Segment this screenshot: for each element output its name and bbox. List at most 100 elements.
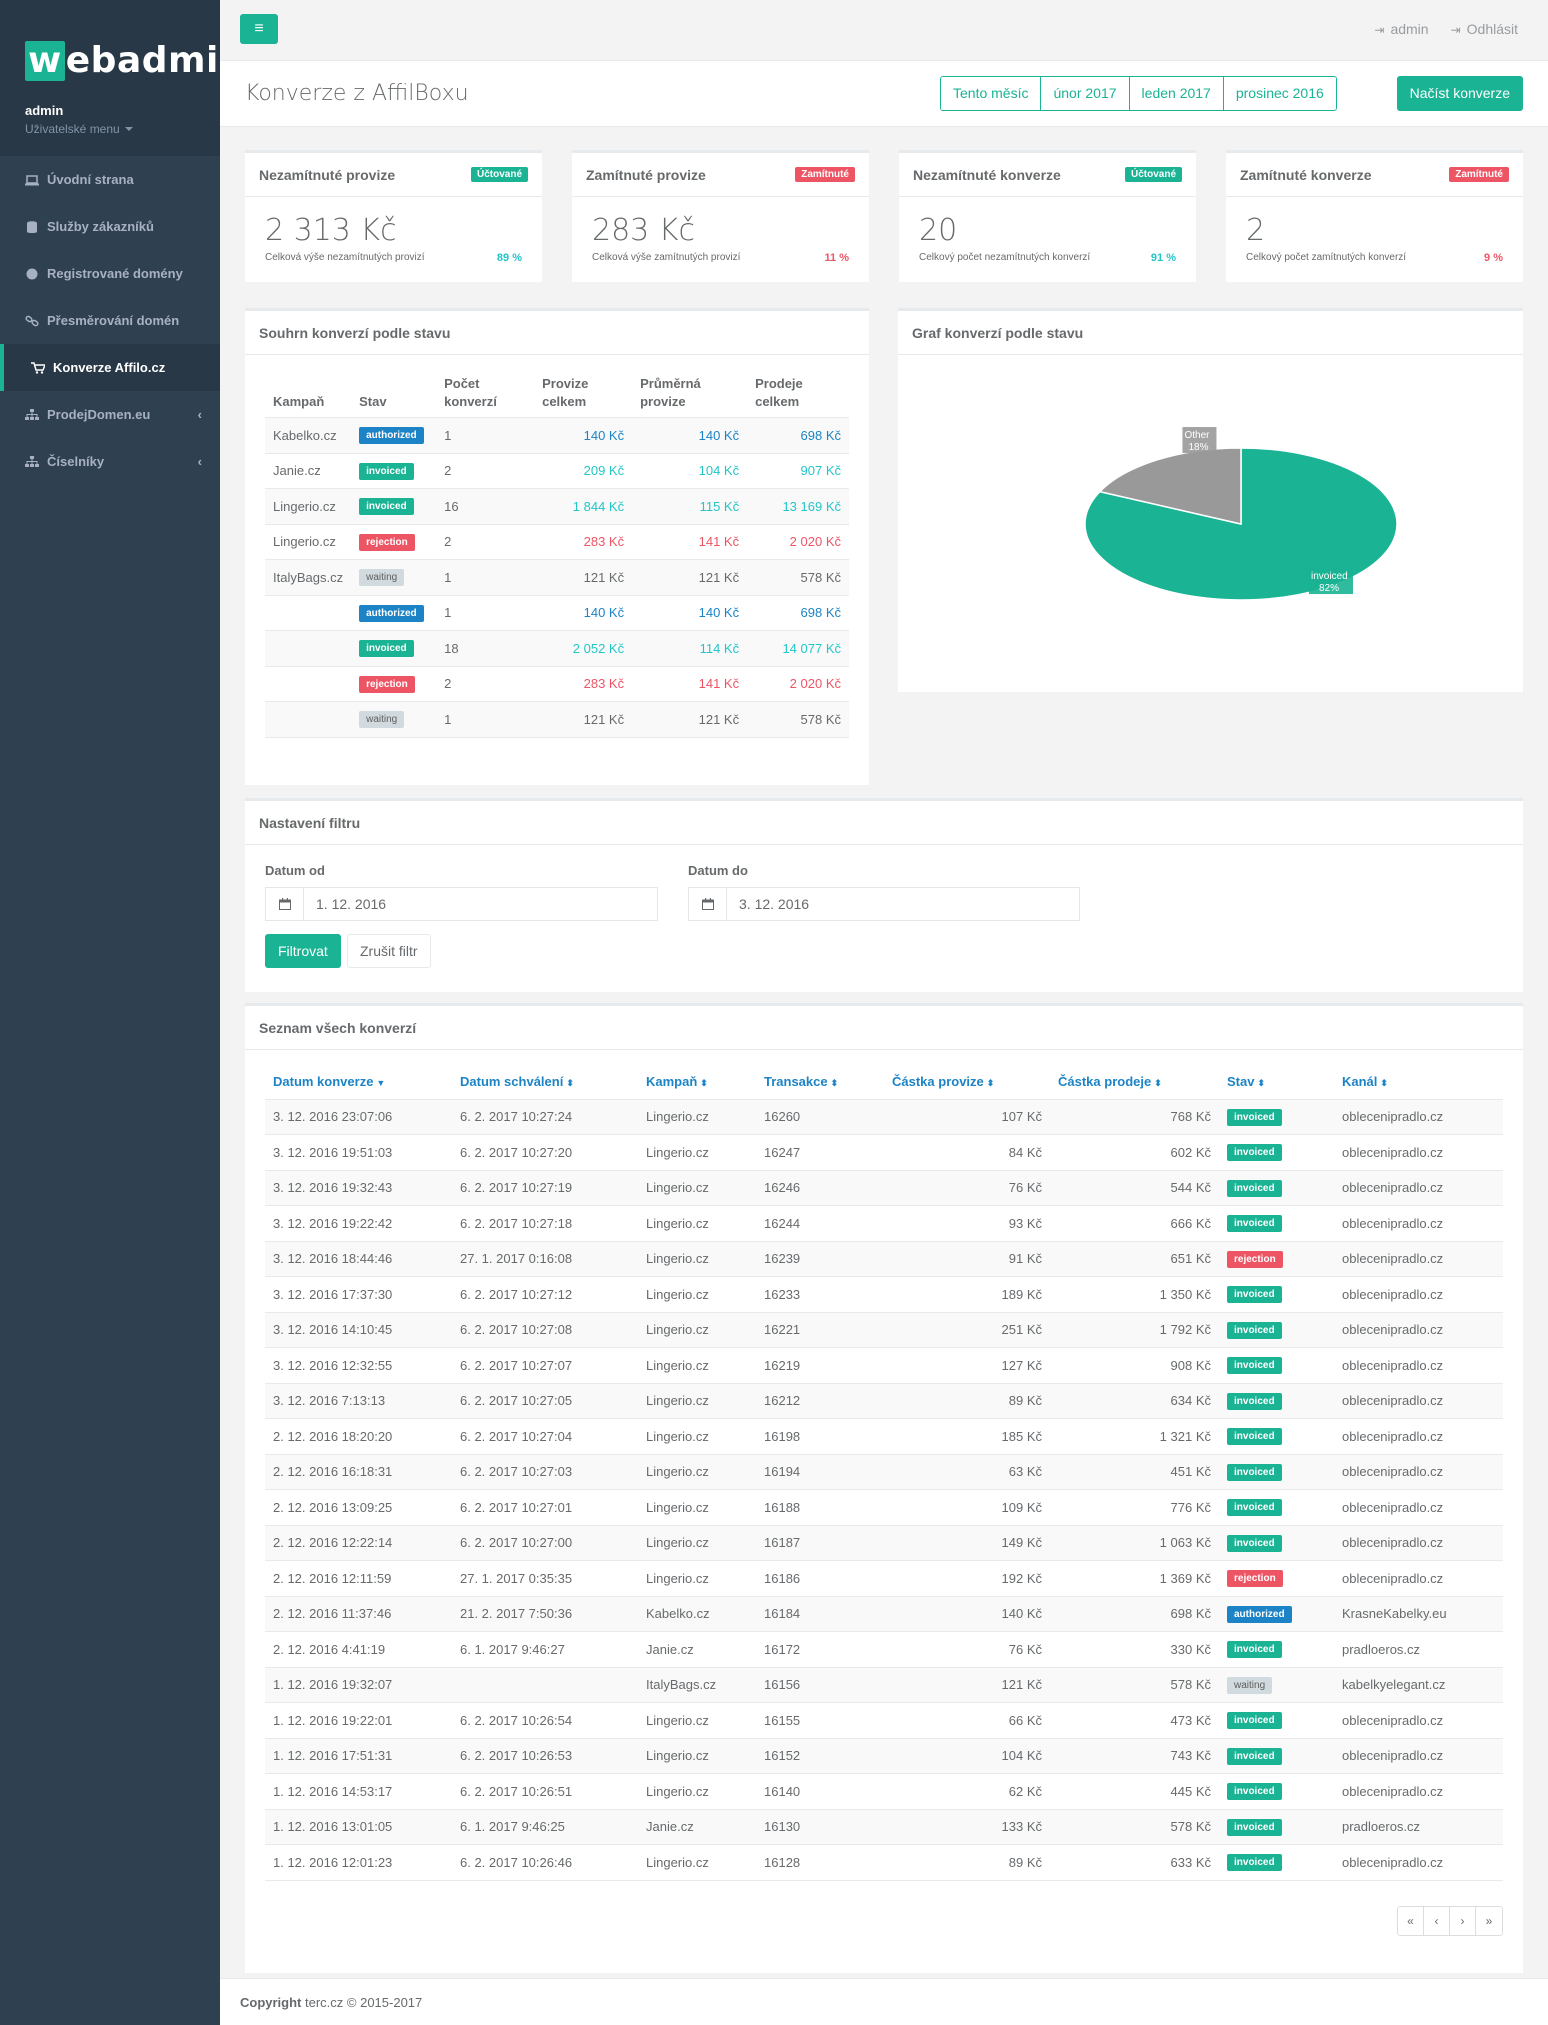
period-dec-2016-button[interactable]: prosinec 2016 (1223, 77, 1336, 110)
topbar: ≡ ⇥ admin ⇥ Odhlásit (220, 0, 1548, 61)
status-badge: invoiced (1227, 1428, 1282, 1446)
cell-sale: 634 Kč (1050, 1383, 1219, 1419)
sort-kanal[interactable]: Kanál ⬍ (1334, 1064, 1503, 1100)
cell-status: invoiced (1219, 1702, 1334, 1739)
sort-stav[interactable]: Stav ⬍ (1219, 1064, 1334, 1100)
pagination: « ‹ › » (1397, 1906, 1503, 1936)
cell-approval-date: 6. 2. 2017 10:26:46 (452, 1844, 638, 1881)
cell-count: 16 (436, 488, 535, 525)
cell-sale: 578 Kč (1050, 1809, 1219, 1845)
period-feb-2017-button[interactable]: únor 2017 (1041, 77, 1130, 110)
cell-campaign: Lingerio.cz (638, 1773, 756, 1810)
widget-footer: Celková výše zamítnutých provizí 11 % (572, 248, 869, 264)
status-badge: invoiced (1227, 1215, 1282, 1233)
sidebar-item-label: Konverze Affilo.cz (53, 360, 166, 375)
status-badge: invoiced (1227, 1783, 1282, 1801)
cell-approval-date: 6. 2. 2017 10:27:24 (452, 1099, 638, 1135)
date-to-field[interactable]: 3. 12. 2016 (688, 887, 1080, 921)
sort-castka-prodeje[interactable]: Částka prodeje ⬍ (1050, 1064, 1219, 1100)
sidebar-item-affilo[interactable]: Konverze Affilo.cz (0, 344, 220, 391)
sort-icon: ⬍ (1257, 1077, 1266, 1088)
status-badge: Účtované (470, 167, 528, 182)
database-icon (27, 220, 37, 233)
cell-sales: 14 077 Kč (747, 630, 849, 667)
status-badge: invoiced (359, 640, 414, 658)
sort-transakce[interactable]: Transakce ⬍ (756, 1064, 884, 1100)
user-menu-dropdown[interactable]: Uživatelské menu (25, 122, 195, 136)
table-row: 2. 12. 2016 16:18:31 6. 2. 2017 10:27:03 L… (265, 1454, 1503, 1490)
table-row: waiting 1 121 Kč 121 Kč 578 Kč (265, 701, 849, 738)
reset-filter-button[interactable]: Zrušit filtr (347, 934, 431, 968)
sidebar-item-redirects[interactable]: Přesměrování domén (0, 297, 220, 344)
conversion-table-body: 3. 12. 2016 23:07:06 6. 2. 2017 10:27:24 L… (265, 1099, 1503, 1881)
cell-conversion-date: 1. 12. 2016 17:51:31 (265, 1738, 452, 1774)
cell-average: 115 Kč (632, 488, 748, 525)
cell-conversion-date: 3. 12. 2016 23:07:06 (265, 1099, 452, 1135)
first-page-button[interactable]: « (1398, 1907, 1424, 1935)
status-badge: invoiced (1227, 1179, 1282, 1197)
calendar-icon (266, 888, 304, 920)
sidebar-item-prodejdomen[interactable]: ProdejDomen.eu ‹ (0, 391, 220, 438)
cell-channel: oblecenipradlo.cz (1334, 1489, 1503, 1526)
status-badge: waiting (1227, 1676, 1273, 1694)
sidebar-item-services[interactable]: Služby zákazníků (0, 203, 220, 250)
status-badge: rejection (1227, 1570, 1283, 1588)
table-row: Lingerio.cz rejection 2 283 Kč 141 Kč 2 020 K… (265, 524, 849, 560)
prev-page-button[interactable]: ‹ (1424, 1907, 1450, 1935)
date-from-field[interactable]: 1. 12. 2016 (265, 887, 658, 921)
table-row: 3. 12. 2016 14:10:45 6. 2. 2017 10:27:08 L… (265, 1312, 1503, 1348)
cell-sale: 633 Kč (1050, 1844, 1219, 1881)
table-row: 2. 12. 2016 12:11:59 27. 1. 2017 0:35:35 L… (265, 1560, 1503, 1597)
list-table-wrap: Datum konverze ▼ Datum schválení ⬍ Kampaň ⬍… (245, 1050, 1523, 1881)
summary-panel: Souhrn konverzí podle stavu Kampaň Stav … (245, 308, 869, 785)
cell-transaction: 16188 (756, 1489, 884, 1526)
sidebar-item-label: Číselníky (47, 454, 105, 469)
last-page-button[interactable]: » (1476, 1907, 1502, 1935)
sort-kampan[interactable]: Kampaň ⬍ (638, 1064, 756, 1100)
table-row: 3. 12. 2016 19:32:43 6. 2. 2017 10:27:19 L… (265, 1170, 1503, 1206)
sort-datum-schvaleni[interactable]: Datum schválení ⬍ (452, 1064, 638, 1100)
sort-castka-provize[interactable]: Částka provize ⬍ (884, 1064, 1050, 1100)
widget-footer: Celková výše nezamítnutých provizí 89 % (245, 248, 542, 264)
cell-sale: 666 Kč (1050, 1205, 1219, 1242)
next-page-button[interactable]: › (1450, 1907, 1476, 1935)
cell-commission: 140 Kč (534, 595, 633, 631)
period-button-group: Tento měsíc únor 2017 leden 2017 prosine… (940, 76, 1337, 111)
sort-icon: ⬍ (830, 1077, 839, 1088)
period-jan-2017-button[interactable]: leden 2017 (1129, 77, 1224, 110)
pie-slice-other[interactable] (1098, 447, 1242, 525)
cell-transaction: 16187 (756, 1525, 884, 1561)
link-icon (25, 315, 39, 326)
summary-table: Kampaň Stav Počet konverzí Provize celke… (265, 369, 849, 738)
cell-conversion-date: 2. 12. 2016 16:18:31 (265, 1454, 452, 1490)
table-row: invoiced 18 2 052 Kč 114 Kč 14 077 Kč (265, 630, 849, 667)
sidebar-item-home[interactable]: Úvodní strana (0, 156, 220, 203)
menu-toggle-button[interactable]: ≡ (240, 14, 278, 44)
cell-approval-date: 27. 1. 2017 0:35:35 (452, 1560, 638, 1597)
cell-campaign: Lingerio.cz (638, 1489, 756, 1526)
load-conversions-button[interactable]: Načíst konverze (1396, 76, 1523, 111)
widget-title: Nezamítnuté provize (259, 166, 396, 183)
widget-percent: 89 % (496, 252, 522, 264)
cell-status: invoiced (1219, 1844, 1334, 1881)
logo[interactable]: w ebadmin (25, 40, 244, 81)
cell-conversion-date: 3. 12. 2016 7:13:13 (265, 1383, 452, 1419)
table-row: 2. 12. 2016 13:09:25 6. 2. 2017 10:27:01 L… (265, 1489, 1503, 1526)
status-badge: invoiced (1227, 1712, 1282, 1730)
cell-channel: oblecenipradlo.cz (1334, 1099, 1503, 1135)
user-link[interactable]: ⇥ admin (1374, 21, 1428, 37)
widget-title-row: Zamítnuté provize Zamítnuté (572, 153, 869, 197)
cell-commission: 89 Kč (884, 1383, 1050, 1419)
table-row: 3. 12. 2016 19:22:42 6. 2. 2017 10:27:18 L… (265, 1205, 1503, 1242)
period-this-month-button[interactable]: Tento měsíc (941, 77, 1042, 110)
sort-datum-konverze[interactable]: Datum konverze ▼ (265, 1064, 452, 1100)
logout-link[interactable]: ⇥ Odhlásit (1451, 21, 1518, 37)
cell-commission: 140 Kč (534, 417, 633, 454)
sidebar-item-ciselniky[interactable]: Číselníky ‹ (0, 438, 220, 485)
conversion-table: Datum konverze ▼ Datum schválení ⬍ Kampaň ⬍… (265, 1064, 1503, 1881)
sidebar-item-domains[interactable]: Registrované domény (0, 250, 220, 297)
cell-transaction: 16155 (756, 1702, 884, 1739)
cell-approval-date: 6. 2. 2017 10:27:01 (452, 1489, 638, 1526)
filter-button[interactable]: Filtrovat (265, 934, 341, 968)
column-header-label: Transakce (764, 1073, 828, 1089)
